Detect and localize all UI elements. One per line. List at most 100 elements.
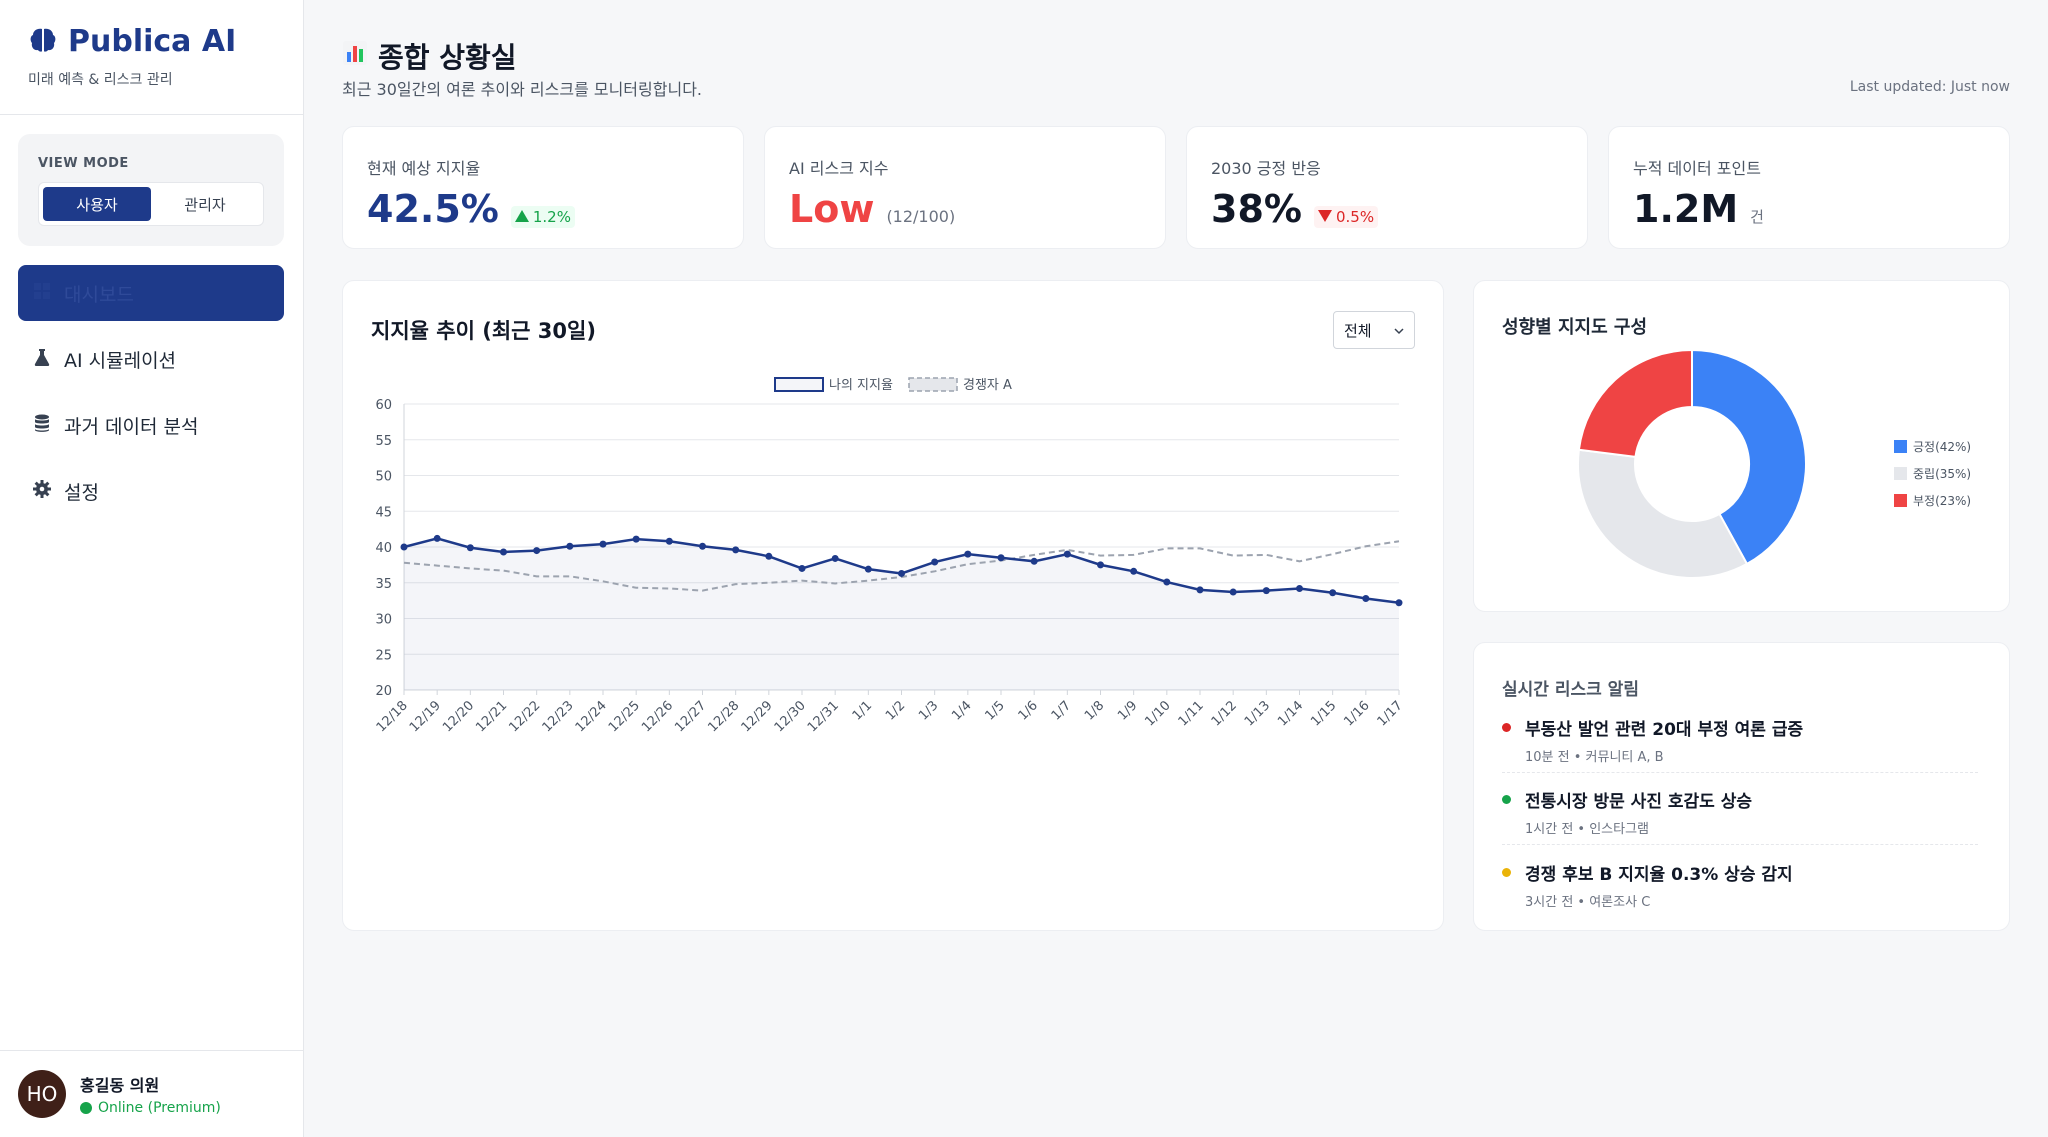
triangle-up-icon <box>514 208 529 226</box>
kpi-delta: 1.2% <box>510 206 575 228</box>
kpi-value: 1.2M <box>1633 187 1739 231</box>
data-point[interactable] <box>1130 567 1138 575</box>
user-profile[interactable]: HO 홍길동 의원 Online (Premium) <box>18 1070 221 1118</box>
chevron-down-icon <box>1394 321 1404 339</box>
x-tick-label: 12/23 <box>540 698 577 735</box>
legend-label: 중립(35%) <box>1913 467 1972 481</box>
data-point[interactable] <box>1163 578 1171 586</box>
brand-subtitle: 미래 예측 & 리스크 관리 <box>28 72 173 88</box>
alert-meta: 3시간 전 • 여론조사 C <box>1525 895 1651 910</box>
x-tick-label: 12/29 <box>739 698 776 735</box>
divider <box>1502 844 1978 845</box>
x-tick-label: 1/6 <box>1016 698 1041 723</box>
data-point[interactable] <box>632 535 640 543</box>
page-title: 종합 상황실 <box>342 36 517 76</box>
series-filter-value: 전체 <box>1344 321 1372 340</box>
kpi-value: 38% <box>1211 187 1302 231</box>
data-point[interactable] <box>699 542 706 550</box>
database-icon <box>32 413 52 438</box>
x-tick-label: 1/14 <box>1275 698 1306 729</box>
view-mode-toggle: 사용자 관리자 <box>38 182 264 226</box>
x-tick-label: 1/15 <box>1308 698 1339 729</box>
user-status-text: Online (Premium) <box>98 1100 221 1116</box>
sidebar-item-ai-simulation[interactable]: AI 시뮬레이션 <box>18 331 284 387</box>
kpi-note: (12/100) <box>886 207 956 226</box>
sidebar-item-settings[interactable]: 설정 <box>18 463 284 519</box>
x-tick-label: 1/10 <box>1142 698 1173 729</box>
brand: Publica AI 미래 예측 & 리스크 관리 <box>28 24 236 89</box>
donut-slice[interactable] <box>1691 348 1807 566</box>
data-point[interactable] <box>466 544 474 552</box>
x-tick-label: 12/25 <box>606 698 643 735</box>
y-tick-label: 45 <box>375 505 392 520</box>
triangle-down-icon <box>1317 208 1332 226</box>
data-point[interactable] <box>765 552 773 560</box>
sidebar-item-history-analysis[interactable]: 과거 데이터 분석 <box>18 397 284 453</box>
data-point[interactable] <box>831 554 839 562</box>
x-tick-label: 12/31 <box>805 698 842 735</box>
x-tick-label: 12/24 <box>573 698 610 735</box>
kpi-card-2030: 2030 긍정 반응 38% 0.5% <box>1186 126 1588 249</box>
dashboard-icon <box>32 281 52 306</box>
sidebar-item-dashboard[interactable]: 대시보드 <box>18 265 284 321</box>
gear-icon <box>32 479 52 504</box>
data-point[interactable] <box>964 550 972 558</box>
x-tick-label: 1/4 <box>949 698 974 723</box>
data-point[interactable] <box>1196 586 1204 594</box>
donut-slice[interactable] <box>1577 348 1693 458</box>
data-point[interactable] <box>1395 599 1403 607</box>
page-subtitle: 최근 30일간의 여론 추이와 리스크를 모니터링합니다. <box>342 80 702 99</box>
data-point[interactable] <box>500 548 507 556</box>
data-point[interactable] <box>400 543 408 551</box>
x-tick-label: 1/17 <box>1375 698 1406 729</box>
data-point[interactable] <box>1296 584 1303 592</box>
donut-slice[interactable] <box>1577 448 1749 579</box>
y-tick-label: 50 <box>375 470 392 485</box>
divider <box>0 1050 304 1051</box>
data-point[interactable] <box>1329 589 1337 597</box>
view-mode-admin-button[interactable]: 관리자 <box>184 195 226 214</box>
data-point[interactable] <box>931 558 939 566</box>
sidebar-nav: 대시보드 AI 시뮬레이션 과거 데이터 분석 설정 <box>18 265 284 529</box>
alert-item[interactable]: 경쟁 후보 B 지지율 0.3% 상승 감지 3시간 전 • 여론조사 C <box>1502 860 1978 910</box>
y-tick-label: 40 <box>375 541 392 556</box>
data-point[interactable] <box>732 546 740 554</box>
series-filter-select[interactable]: 전체 <box>1333 311 1415 349</box>
data-point[interactable] <box>665 537 673 545</box>
bar-chart-icon <box>342 40 368 73</box>
x-tick-label: 1/13 <box>1242 698 1273 729</box>
data-point[interactable] <box>1063 550 1071 558</box>
alert-title: 경쟁 후보 B 지지율 0.3% 상승 감지 <box>1525 865 1793 885</box>
data-point[interactable] <box>1097 561 1104 569</box>
alert-meta: 10분 전 • 커뮤니티 A, B <box>1525 750 1664 765</box>
view-mode-panel: VIEW MODE 사용자 관리자 <box>18 134 284 246</box>
donut-legend: 긍정(42%) 중립(35%) 부정(23%) <box>1894 438 1971 519</box>
online-dot-icon <box>80 1102 92 1114</box>
alert-item[interactable]: 부동산 발언 관련 20대 부정 여론 급증 10분 전 • 커뮤니티 A, B <box>1502 715 1978 765</box>
kpi-label: 현재 예상 지지율 <box>367 159 481 178</box>
flask-icon <box>32 347 52 372</box>
data-point[interactable] <box>898 569 905 577</box>
data-point[interactable] <box>1030 557 1038 565</box>
kpi-delta: 0.5% <box>1313 206 1379 228</box>
data-point[interactable] <box>599 540 607 548</box>
view-mode-user-button[interactable]: 사용자 <box>43 187 151 221</box>
data-point[interactable] <box>433 534 441 542</box>
brain-icon <box>28 25 58 59</box>
alert-item[interactable]: 전통시장 방문 사진 호감도 상승 1시간 전 • 인스타그램 <box>1502 787 1978 837</box>
data-point[interactable] <box>533 547 541 555</box>
legend-item: 중립(35%) <box>1894 465 1971 482</box>
x-tick-label: 12/20 <box>440 698 477 735</box>
legend-item: 부정(23%) <box>1894 492 1971 509</box>
data-point[interactable] <box>1362 594 1370 602</box>
data-point[interactable] <box>864 565 872 573</box>
data-point[interactable] <box>1262 587 1270 595</box>
data-point[interactable] <box>566 542 574 550</box>
data-point[interactable] <box>997 554 1005 562</box>
data-point[interactable] <box>1229 588 1237 596</box>
kpi-value: 42.5% <box>367 187 499 231</box>
data-point[interactable] <box>798 564 806 572</box>
x-tick-label: 12/26 <box>639 698 676 735</box>
chart-legend: 나의 지지율 경쟁자 A <box>774 377 1012 393</box>
view-mode-label: VIEW MODE <box>38 156 129 171</box>
